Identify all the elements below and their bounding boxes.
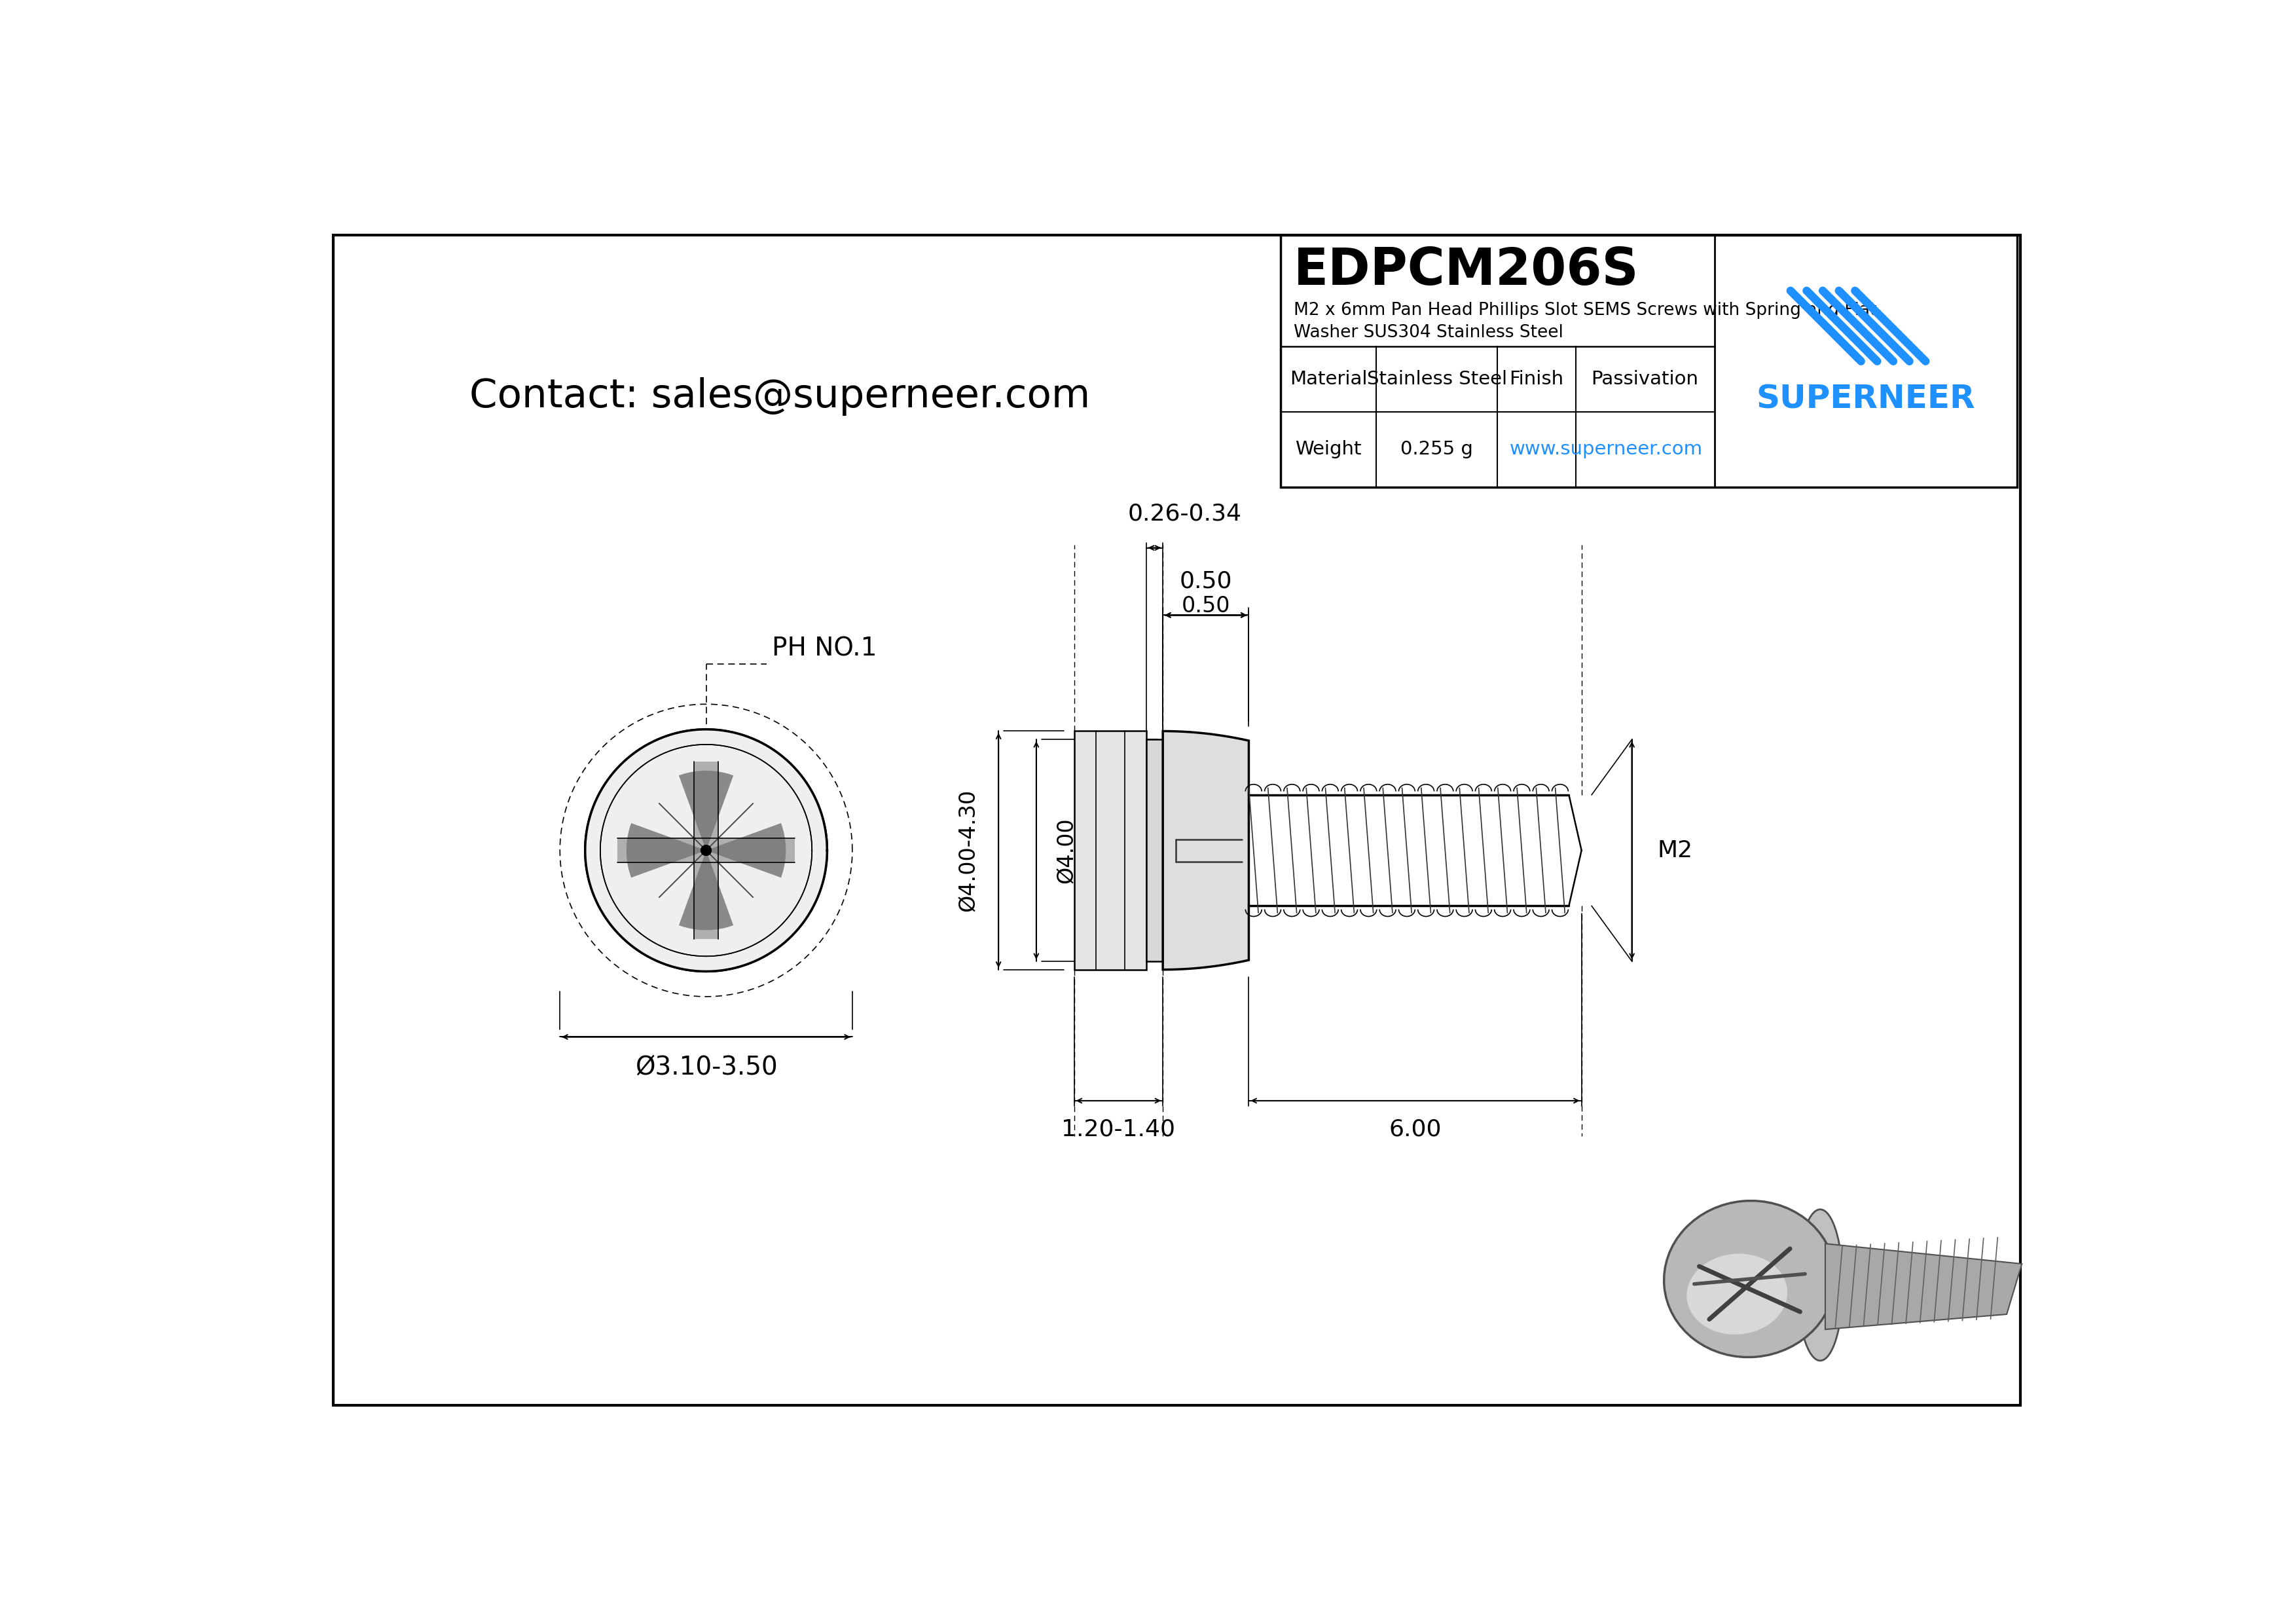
Text: Material: Material <box>1290 370 1368 388</box>
Text: Finish: Finish <box>1508 370 1564 388</box>
Polygon shape <box>680 851 732 931</box>
Ellipse shape <box>1665 1200 1835 1358</box>
Bar <box>1281 235 2016 487</box>
Text: 0.50: 0.50 <box>1182 594 1231 617</box>
Text: M2 x 6mm Pan Head Phillips Slot SEMS Screws with Spring and Flat
Washer SUS304 S: M2 x 6mm Pan Head Phillips Slot SEMS Scr… <box>1293 302 1876 341</box>
Polygon shape <box>680 771 732 851</box>
Polygon shape <box>1825 1244 2023 1330</box>
Text: PH NO.1: PH NO.1 <box>771 637 877 661</box>
Text: Stainless Steel: Stainless Steel <box>1366 370 1506 388</box>
Text: 0.50: 0.50 <box>1180 570 1233 593</box>
Text: Ø3.10-3.50: Ø3.10-3.50 <box>634 1054 778 1080</box>
Ellipse shape <box>1798 1210 1844 1361</box>
Text: Contact: sales@superneer.com: Contact: sales@superneer.com <box>468 377 1091 416</box>
Polygon shape <box>585 729 827 971</box>
Text: EDPCM206S: EDPCM206S <box>1293 245 1639 296</box>
Polygon shape <box>1146 739 1162 961</box>
Polygon shape <box>707 823 785 877</box>
Polygon shape <box>585 729 827 971</box>
Text: 0.255 g: 0.255 g <box>1401 440 1474 458</box>
Polygon shape <box>1075 731 1146 970</box>
Polygon shape <box>627 823 707 877</box>
Polygon shape <box>618 838 794 862</box>
Text: www.superneer.com: www.superneer.com <box>1508 440 1704 458</box>
Text: 1.20-1.40: 1.20-1.40 <box>1061 1119 1176 1140</box>
Text: M2: M2 <box>1658 840 1692 861</box>
Polygon shape <box>1162 731 1249 970</box>
Ellipse shape <box>1688 1254 1786 1335</box>
Polygon shape <box>693 762 719 939</box>
Text: SUPERNEER: SUPERNEER <box>1756 383 1975 414</box>
Text: 0.26-0.34: 0.26-0.34 <box>1127 503 1242 525</box>
Text: 6.00: 6.00 <box>1389 1119 1442 1140</box>
Text: Ø4.00-4.30: Ø4.00-4.30 <box>957 789 978 911</box>
Text: Ø4.00: Ø4.00 <box>1056 817 1077 883</box>
Polygon shape <box>700 846 712 856</box>
Text: Weight: Weight <box>1295 440 1362 458</box>
Text: Passivation: Passivation <box>1591 370 1699 388</box>
